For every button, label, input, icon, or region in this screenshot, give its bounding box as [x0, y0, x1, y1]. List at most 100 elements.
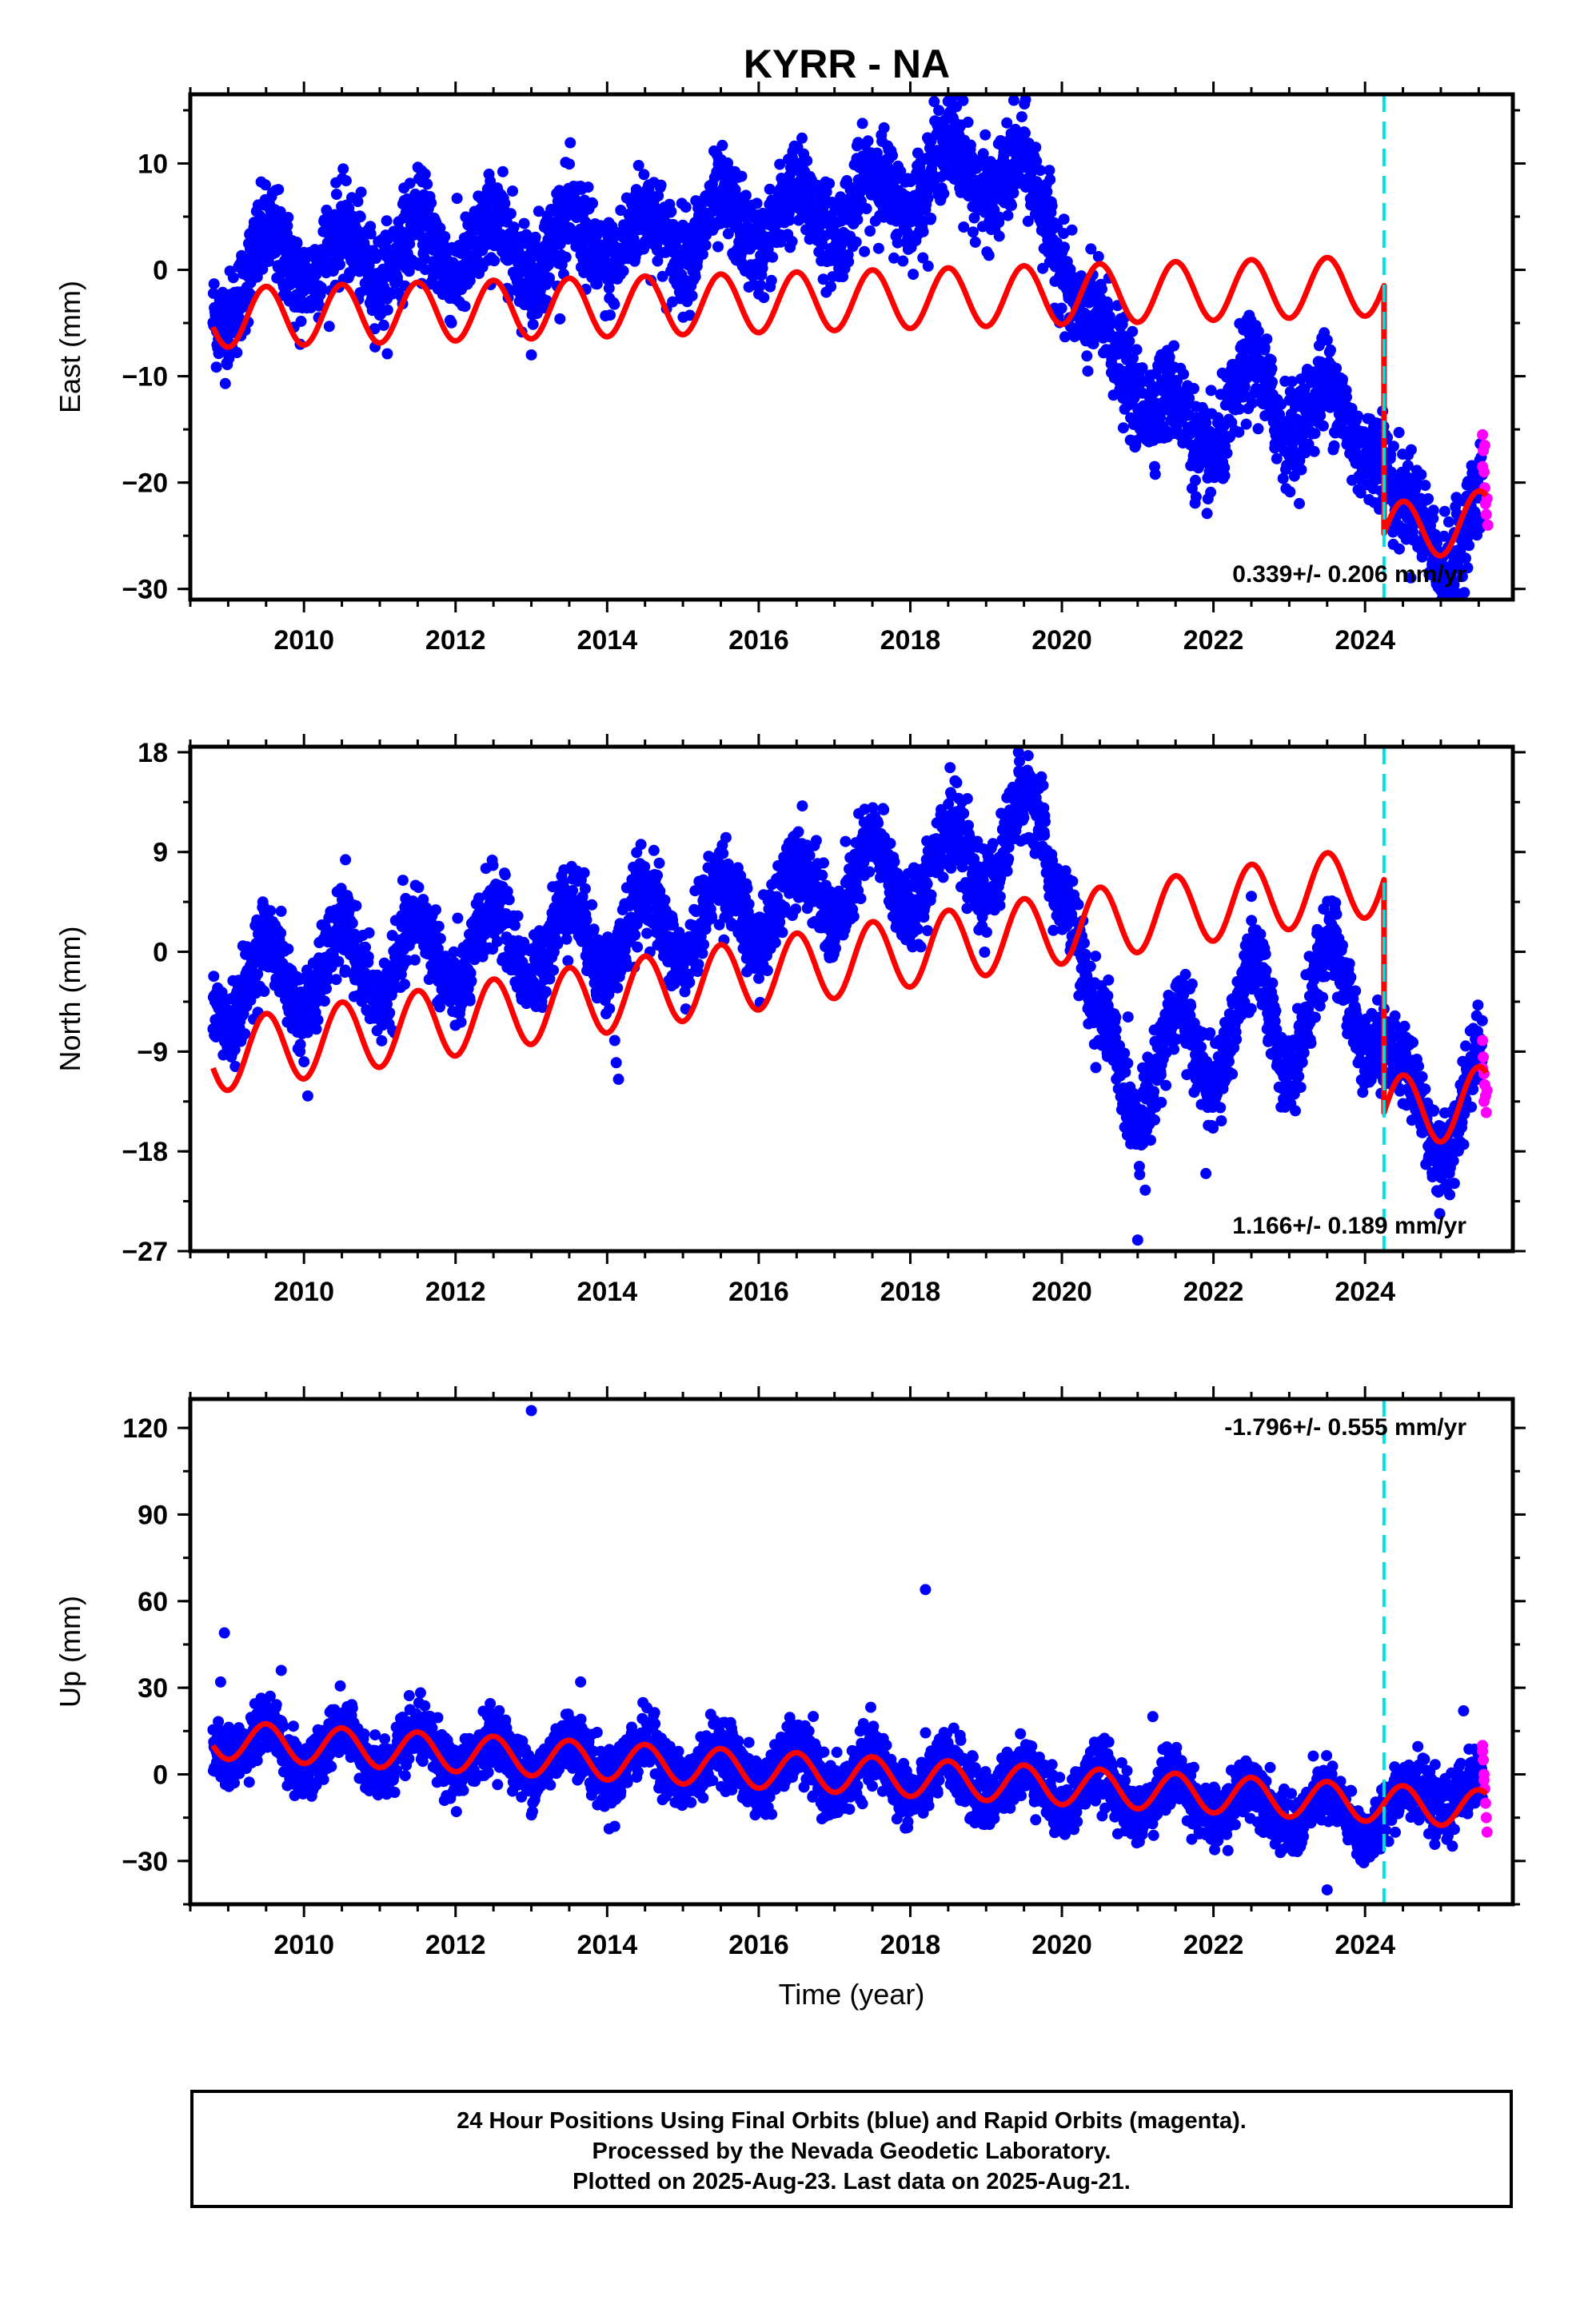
final-orbit-point [228, 272, 239, 283]
y-tick-label: −20 [122, 468, 168, 499]
final-orbit-point [1127, 326, 1138, 337]
final-orbit-point [509, 920, 521, 931]
final-orbit-point [231, 347, 242, 358]
final-orbit-point [433, 921, 445, 932]
final-orbit-point [752, 197, 763, 209]
final-orbit-point [851, 237, 862, 248]
final-orbit-point [439, 231, 450, 242]
final-orbit-point [541, 987, 552, 998]
final-orbit-point [957, 95, 968, 106]
final-orbit-point [296, 316, 307, 327]
final-orbit-point [313, 1015, 324, 1026]
final-orbit-point [282, 212, 293, 223]
final-orbit-point [1059, 213, 1070, 225]
final-orbit-point [356, 186, 367, 197]
final-orbit-point [879, 122, 890, 134]
final-orbit-point [938, 188, 949, 199]
north-final-orbit-points [207, 747, 1487, 1246]
final-orbit-point [421, 178, 433, 189]
final-orbit-point [1394, 544, 1405, 555]
final-orbit-point [376, 1035, 387, 1046]
final-orbit-point [220, 378, 231, 389]
outlier-point [526, 349, 537, 361]
final-orbit-point [680, 201, 692, 213]
final-orbit-point [965, 140, 976, 151]
final-orbit-point [331, 974, 342, 985]
final-orbit-point [1331, 363, 1342, 374]
final-orbit-point [897, 256, 908, 267]
x-tick-label: 2014 [577, 625, 637, 656]
final-orbit-point [918, 226, 929, 237]
final-orbit-point [712, 241, 724, 253]
x-tick-label: 2024 [1335, 625, 1395, 656]
final-orbit-point [452, 193, 463, 204]
final-orbit-point [756, 280, 767, 291]
north-data-layer [207, 747, 1492, 1246]
final-orbit-point [1241, 419, 1252, 430]
final-orbit-point [1253, 423, 1264, 434]
final-orbit-point [757, 262, 768, 273]
final-orbit-point [273, 184, 284, 195]
final-orbit-point [209, 278, 220, 289]
final-orbit-point [275, 927, 286, 939]
final-orbit-point [355, 211, 366, 222]
x-tick-label: 2016 [728, 625, 789, 656]
final-orbit-point [1419, 480, 1430, 491]
final-orbit-point [1267, 363, 1278, 374]
rapid-orbit-point [1479, 440, 1490, 451]
east-data-layer [207, 84, 1493, 620]
final-orbit-point [1261, 333, 1272, 345]
final-orbit-point [859, 246, 870, 257]
final-orbit-point [908, 269, 919, 280]
final-orbit-point [1406, 444, 1417, 456]
final-orbit-point [963, 117, 974, 128]
final-orbit-point [968, 226, 979, 237]
final-orbit-point [1006, 200, 1017, 211]
final-orbit-point [1083, 365, 1094, 377]
final-orbit-point [564, 158, 575, 169]
rapid-orbit-point [1477, 429, 1488, 440]
final-orbit-point [282, 943, 293, 955]
final-orbit-point [1219, 470, 1231, 481]
final-orbit-point [509, 221, 520, 233]
final-orbit-point [378, 320, 389, 331]
y-tick-label: 10 [138, 149, 168, 179]
final-orbit-point [716, 140, 728, 151]
final-orbit-point [399, 979, 410, 990]
final-orbit-point [519, 218, 530, 229]
final-orbit-point [970, 237, 981, 248]
final-orbit-point [638, 169, 649, 180]
final-orbit-point [1318, 421, 1329, 432]
final-orbit-point [740, 189, 752, 201]
outlier-point [420, 169, 431, 180]
final-orbit-point [1415, 469, 1426, 480]
final-orbit-point [1008, 95, 1019, 106]
final-orbit-point [1441, 604, 1452, 615]
final-orbit-point [340, 854, 351, 865]
final-orbit-point [324, 321, 335, 332]
final-orbit-point [1081, 350, 1092, 361]
final-orbit-point [530, 232, 541, 243]
final-orbit-point [528, 319, 539, 330]
final-orbit-point [1191, 491, 1202, 502]
final-orbit-point [465, 995, 476, 1007]
final-orbit-point [1047, 200, 1058, 211]
final-orbit-point [1310, 428, 1321, 439]
east-final-orbit-points [207, 84, 1487, 620]
x-tick-label: 2020 [1031, 625, 1092, 656]
final-orbit-point [1222, 448, 1233, 459]
final-orbit-point [334, 259, 345, 270]
final-orbit-point [1444, 600, 1455, 612]
y-tick-label: 0 [153, 256, 168, 286]
final-orbit-point [1190, 475, 1201, 486]
final-orbit-point [425, 197, 437, 209]
final-orbit-point [1202, 508, 1213, 519]
final-orbit-point [1325, 345, 1336, 356]
y-tick-label: −10 [122, 362, 168, 393]
final-orbit-point [933, 105, 944, 116]
final-orbit-point [1067, 225, 1078, 236]
page-title: KYRR - NA [744, 42, 950, 86]
final-orbit-point [608, 299, 620, 310]
final-orbit-point [892, 237, 904, 249]
final-orbit-point [861, 203, 872, 214]
